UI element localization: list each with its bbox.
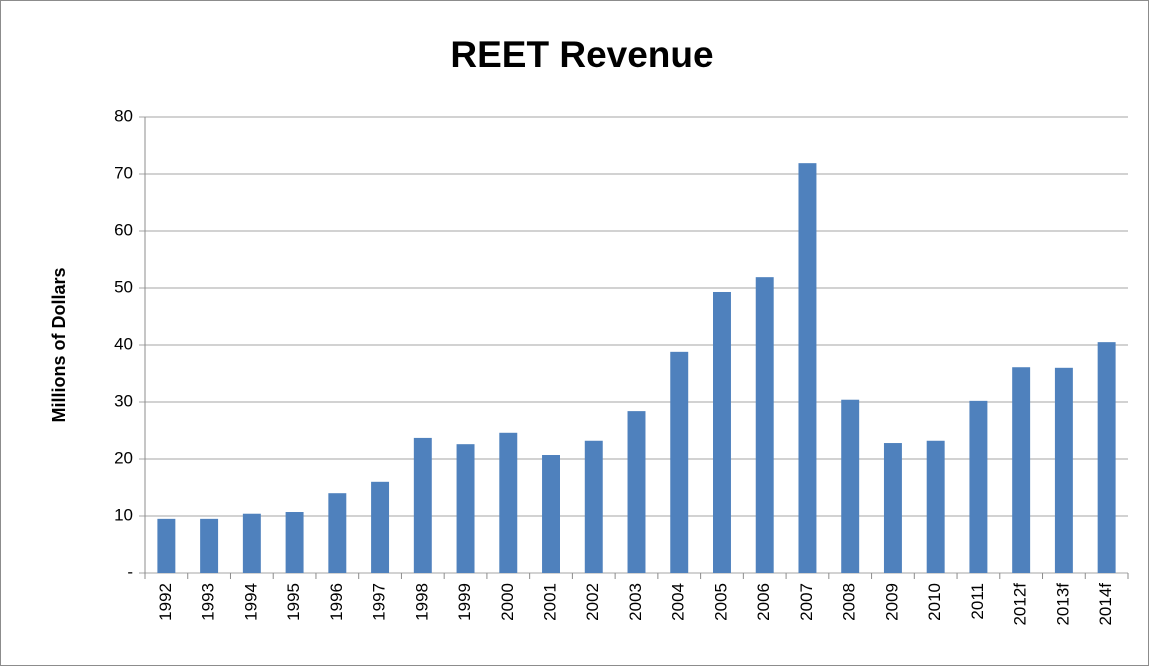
y-tick-label: 80 xyxy=(114,106,133,125)
bar xyxy=(1097,342,1116,573)
x-tick-label: 2007 xyxy=(797,583,816,621)
x-tick-label: 2003 xyxy=(626,583,645,621)
y-tick-label: 10 xyxy=(114,505,133,524)
bar xyxy=(926,440,945,573)
bar xyxy=(1054,367,1073,573)
x-tick-label: 1999 xyxy=(455,583,474,621)
bar xyxy=(883,443,902,573)
x-tick-label: 2005 xyxy=(711,583,730,621)
bar xyxy=(371,481,390,573)
y-tick-label: 60 xyxy=(114,220,133,239)
bar xyxy=(798,163,817,574)
bar xyxy=(841,399,860,573)
x-tick-label: 2001 xyxy=(541,583,560,621)
bar xyxy=(285,512,304,573)
bar xyxy=(328,493,347,573)
y-tick-label: 70 xyxy=(114,163,133,182)
chart-title: REET Revenue xyxy=(450,34,713,75)
x-tick-label: 2013f xyxy=(1053,583,1072,626)
x-tick-label: 2006 xyxy=(754,583,773,621)
bar xyxy=(157,518,176,573)
x-tick-label: 1993 xyxy=(199,583,218,621)
bar xyxy=(670,351,689,573)
y-tick-label: 30 xyxy=(114,391,133,410)
x-tick-label: 2002 xyxy=(583,583,602,621)
x-tick-label: 2008 xyxy=(840,583,859,621)
x-tick-label: 2010 xyxy=(925,583,944,621)
x-tick-label: 2014f xyxy=(1096,583,1115,626)
y-tick-label: 50 xyxy=(114,277,133,296)
x-tick-label: 2004 xyxy=(669,583,688,621)
bar xyxy=(627,411,646,573)
bar xyxy=(1012,367,1031,573)
y-axis-label: Millions of Dollars xyxy=(49,267,69,422)
x-tick-label: 1996 xyxy=(327,583,346,621)
bar xyxy=(542,455,560,573)
y-tick-label: - xyxy=(127,562,133,581)
bar xyxy=(713,291,731,573)
x-tick-label: 1997 xyxy=(370,583,389,621)
bar xyxy=(969,400,988,573)
x-tick-label: 1995 xyxy=(284,583,303,621)
bar xyxy=(200,518,219,573)
x-tick-label: 1998 xyxy=(412,583,431,621)
bar xyxy=(499,432,518,573)
bar xyxy=(456,444,475,573)
x-tick-label: 2000 xyxy=(498,583,517,621)
bar xyxy=(584,440,603,573)
x-tick-label: 1994 xyxy=(241,583,260,621)
x-tick-label: 2011 xyxy=(968,583,987,620)
y-tick-label: 20 xyxy=(114,448,133,467)
bar xyxy=(242,513,261,573)
y-tick-label: 40 xyxy=(114,334,133,353)
bar xyxy=(755,277,774,573)
x-tick-label: 1992 xyxy=(156,583,175,621)
bar xyxy=(413,437,432,573)
x-tick-label: 2009 xyxy=(882,583,901,621)
x-tick-label: 2012f xyxy=(1011,583,1030,626)
